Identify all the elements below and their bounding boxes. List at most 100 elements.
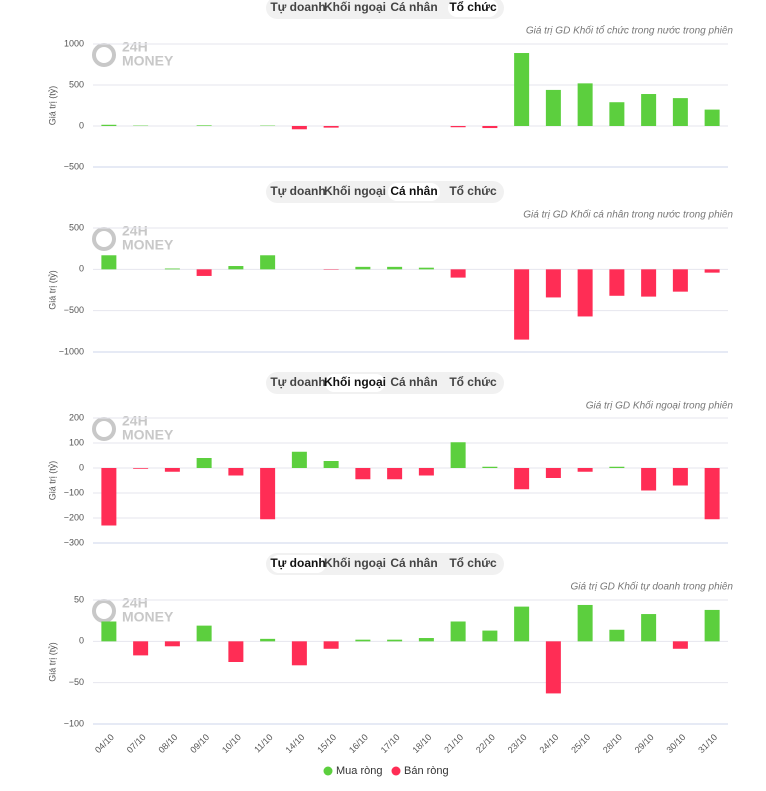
legend-marker: [323, 766, 333, 776]
x-tick-label: 30/10: [664, 732, 687, 755]
watermark-logo: [92, 227, 116, 251]
watermark: 24H: [122, 413, 148, 429]
y-axis-label: Giá trị (tỷ): [47, 461, 57, 501]
y-tick-label: −200: [64, 512, 84, 522]
watermark: MONEY: [122, 427, 174, 443]
tab[interactable]: Tự doanh: [270, 556, 325, 570]
tab[interactable]: Tổ chức: [449, 184, 497, 198]
bar: [291, 451, 307, 468]
bar: [260, 255, 276, 270]
bar: [101, 255, 117, 270]
bar: [387, 639, 403, 642]
watermark: MONEY: [122, 609, 174, 625]
bar: [291, 641, 307, 666]
bar: [323, 126, 339, 128]
watermark: MONEY: [122, 237, 174, 253]
bar: [641, 614, 657, 642]
bar: [450, 126, 466, 128]
legend-label: Mua ròng: [336, 765, 382, 777]
bar: [450, 621, 466, 642]
bar: [323, 461, 339, 468]
bar: [355, 639, 371, 642]
bar: [672, 468, 688, 486]
y-tick-label: 100: [69, 437, 84, 447]
bar: [545, 468, 561, 478]
tab[interactable]: Tổ chức: [449, 375, 497, 389]
x-tick-label: 11/10: [252, 732, 275, 755]
watermark: 24H: [122, 39, 148, 55]
tab[interactable]: Khối ngoại: [324, 184, 386, 198]
y-axis-label: Giá trị (tỷ): [47, 642, 57, 682]
bar: [672, 641, 688, 649]
x-tick-label: 15/10: [315, 732, 338, 755]
y-tick-label: −500: [64, 161, 84, 171]
x-tick-label: 29/10: [633, 732, 656, 755]
tab[interactable]: Cá nhân: [390, 184, 437, 198]
bar: [450, 269, 466, 278]
bar: [387, 468, 403, 480]
bar: [101, 468, 117, 526]
bar: [450, 442, 466, 468]
tab-active: [325, 374, 385, 392]
bar: [196, 125, 212, 126]
bar: [514, 606, 530, 642]
bar: [291, 126, 307, 130]
tab[interactable]: Tự doanh: [270, 184, 325, 198]
bar: [228, 468, 244, 476]
subtitle: Giá trị GD Khối ngoại trong phiên: [586, 400, 734, 412]
bar: [164, 468, 180, 472]
bar: [609, 102, 625, 126]
x-tick-label: 17/10: [379, 732, 402, 755]
bar: [609, 466, 625, 468]
bar: [704, 109, 720, 126]
bar: [514, 53, 530, 126]
y-axis-label: Giá trị (tỷ): [47, 270, 57, 310]
tab[interactable]: Khối ngoại: [324, 375, 386, 389]
bar: [577, 468, 593, 472]
bar: [577, 269, 593, 317]
bar: [704, 468, 720, 520]
y-tick-label: −100: [64, 487, 84, 497]
y-tick-label: 1000: [64, 38, 84, 48]
x-tick-label: 08/10: [156, 732, 179, 755]
x-tick-label: 23/10: [506, 732, 529, 755]
y-axis-label: Giá trị (tỷ): [47, 86, 57, 126]
y-tick-label: 0: [79, 636, 84, 646]
bar: [133, 468, 149, 469]
bar: [323, 641, 339, 649]
tab[interactable]: Tự doanh: [270, 0, 325, 14]
tab[interactable]: Cá nhân: [390, 0, 437, 14]
y-tick-label: −500: [64, 305, 84, 315]
tab[interactable]: Tự doanh: [270, 375, 325, 389]
bar: [577, 83, 593, 126]
bar: [641, 468, 657, 491]
tab-bar: [266, 553, 504, 575]
tab[interactable]: Cá nhân: [390, 556, 437, 570]
y-tick-label: 500: [69, 79, 84, 89]
bar: [355, 266, 371, 270]
tab[interactable]: Tổ chức: [449, 0, 497, 14]
y-tick-label: −50: [69, 677, 84, 687]
tab-active: [388, 183, 440, 201]
bar: [101, 124, 117, 126]
tab[interactable]: Cá nhân: [390, 375, 437, 389]
bar: [482, 630, 498, 642]
tab-active: [270, 555, 326, 573]
tab-active: [448, 0, 498, 17]
legend-label: Bán ròng: [404, 765, 449, 777]
bar: [387, 266, 403, 270]
bar: [164, 641, 180, 647]
tab[interactable]: Khối ngoại: [324, 0, 386, 14]
watermark-logo: [92, 599, 116, 623]
y-tick-label: 500: [69, 222, 84, 232]
bar: [196, 625, 212, 642]
bar: [545, 89, 561, 126]
y-tick-label: 200: [69, 412, 84, 422]
bar: [672, 269, 688, 292]
bar: [196, 458, 212, 468]
x-tick-label: 16/10: [347, 732, 370, 755]
tab[interactable]: Khối ngoại: [324, 556, 386, 570]
x-tick-label: 10/10: [220, 732, 243, 755]
tab[interactable]: Tổ chức: [449, 556, 497, 570]
bar: [133, 641, 149, 656]
